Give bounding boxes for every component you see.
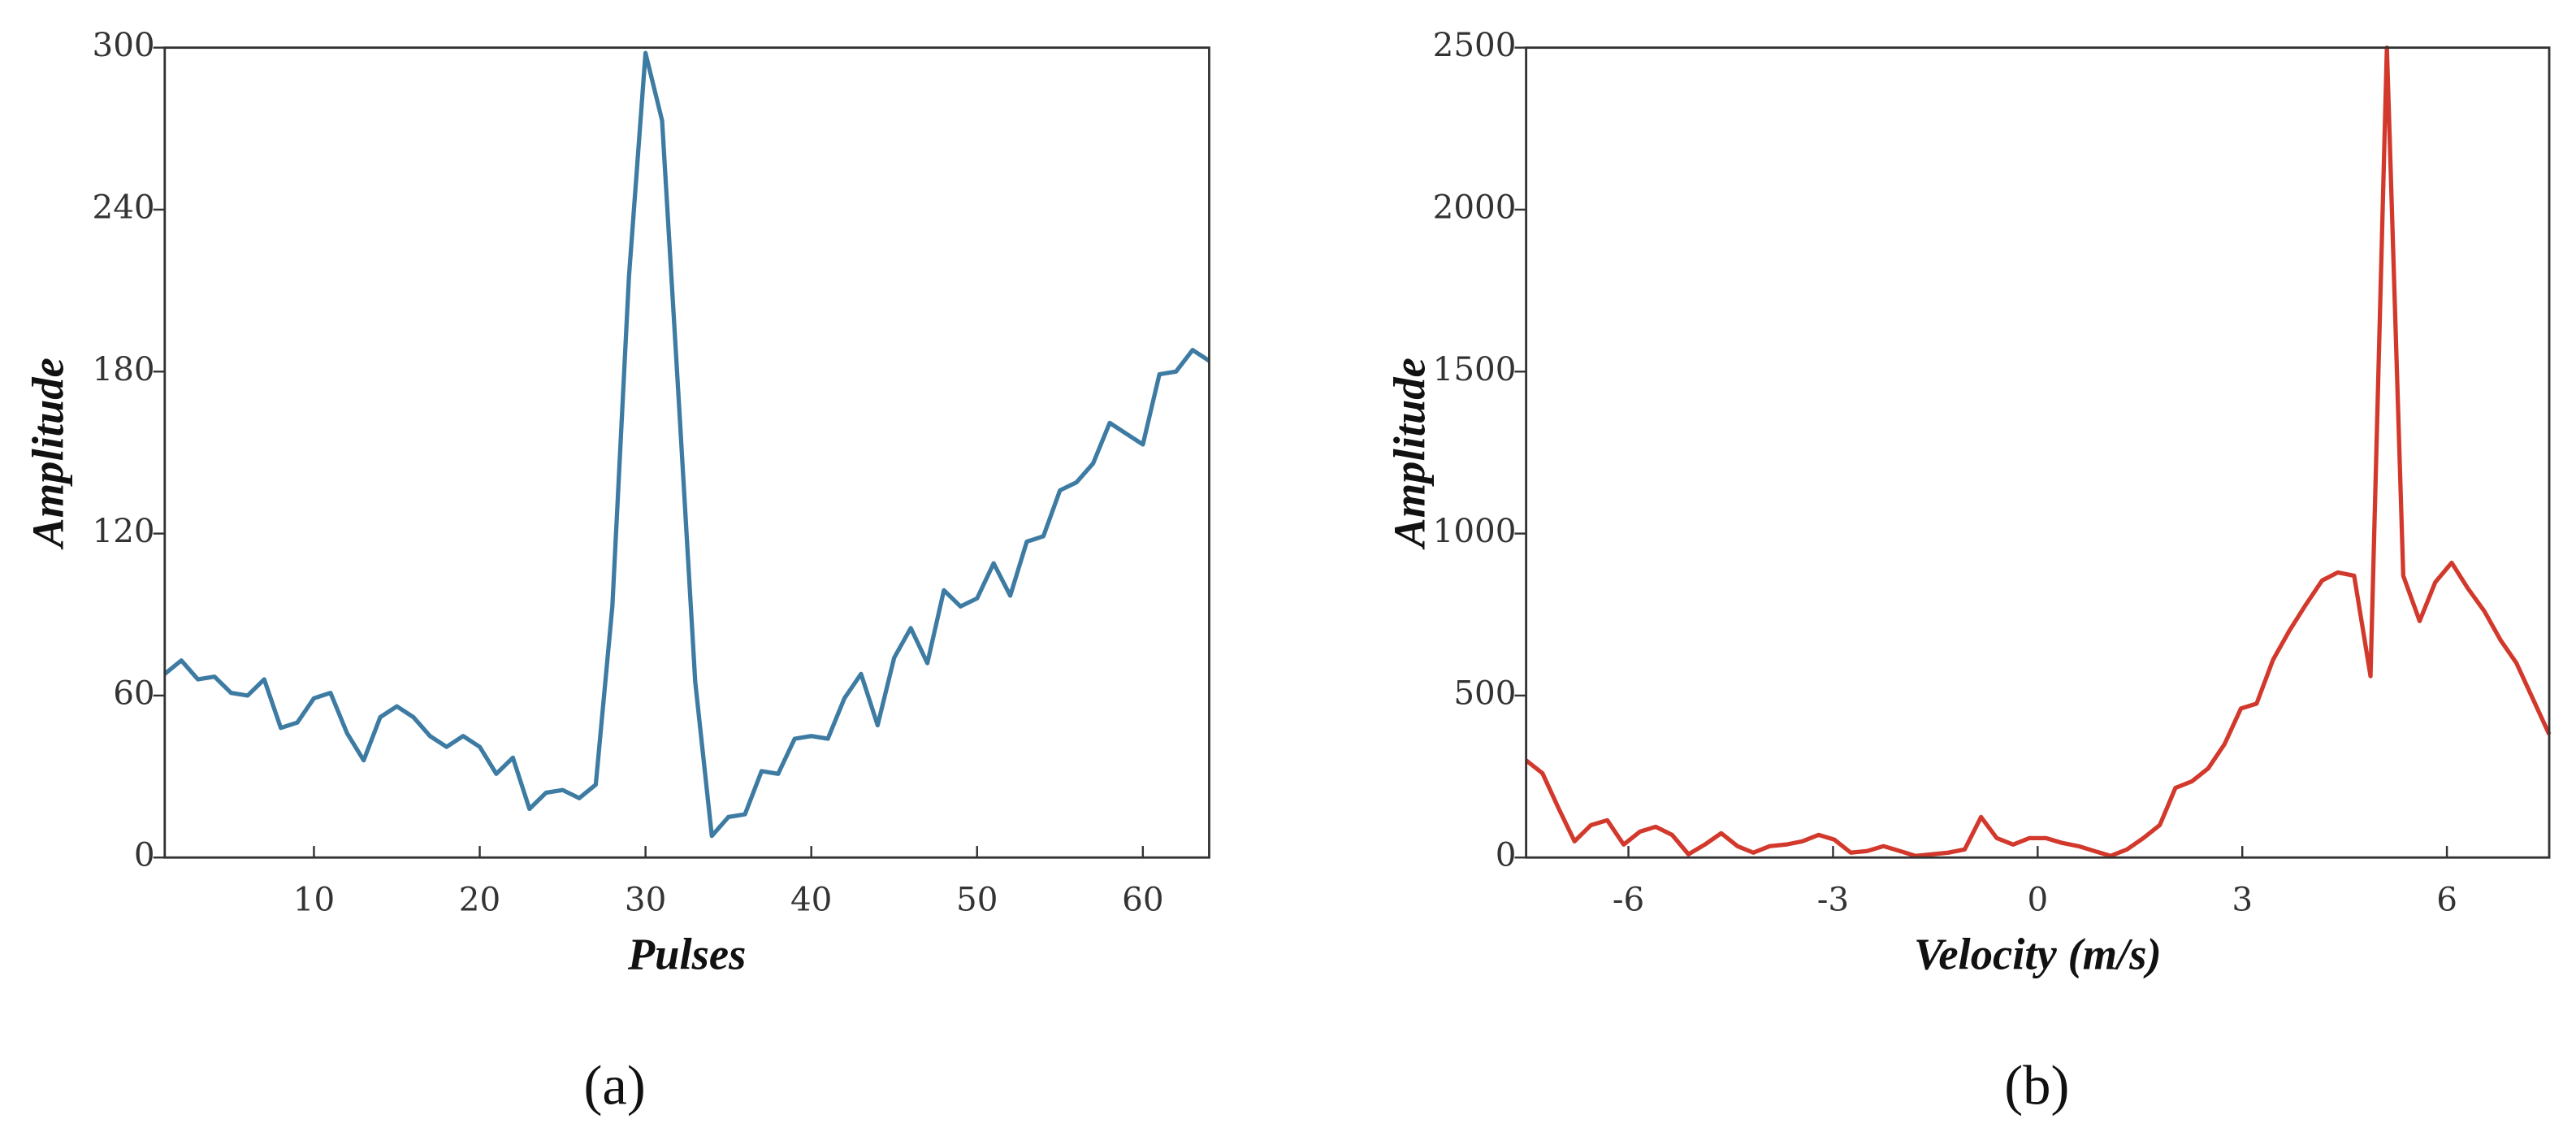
plot-frame	[163, 46, 1210, 859]
x-axis-label-name: Velocity	[1914, 930, 2058, 979]
y-tick-label: 180	[92, 349, 154, 388]
y-tick-label: 1500	[1433, 349, 1517, 388]
y-tick-label: 1000	[1433, 511, 1517, 550]
y-axis-label: Amplitude	[1384, 358, 1434, 550]
y-tick-label: 240	[92, 187, 154, 226]
x-tick-label: 10	[293, 879, 335, 918]
panel-label: (b)	[2004, 1054, 2069, 1116]
y-tick-label: 2500	[1433, 25, 1517, 64]
data-line	[163, 50, 1210, 839]
x-tick-label: 30	[625, 879, 666, 918]
x-axis-label: Pulses	[627, 930, 747, 979]
x-tick-label: 6	[2436, 879, 2457, 918]
y-tick-label: 2000	[1433, 187, 1517, 226]
y-tick-label: 500	[1453, 673, 1516, 712]
y-tick-label: 0	[134, 835, 155, 874]
x-axis-unit: (m/s)	[2067, 930, 2161, 979]
x-tick-label: -6	[1613, 879, 1644, 918]
x-tick-label: -3	[1817, 879, 1849, 918]
plot-frame	[1525, 46, 2551, 859]
y-tick-label: 300	[92, 25, 154, 64]
x-tick-label: 60	[1122, 879, 1163, 918]
x-tick-label: 3	[2232, 879, 2253, 918]
x-axis-label: Velocity (m/s)	[1914, 930, 2162, 979]
data-line	[1524, 45, 2552, 858]
panel-label: (a)	[584, 1054, 646, 1116]
y-axis-label: Amplitude	[23, 358, 72, 550]
x-axis-label-name: Pulses	[627, 930, 747, 979]
x-tick-label: 0	[2027, 879, 2048, 918]
x-tick-label: 20	[459, 879, 500, 918]
x-tick-label: 50	[956, 879, 998, 918]
y-tick-label: 60	[113, 673, 154, 712]
y-tick-label: 120	[92, 511, 154, 550]
y-tick-label: 0	[1496, 835, 1517, 874]
x-tick-label: 40	[790, 879, 832, 918]
